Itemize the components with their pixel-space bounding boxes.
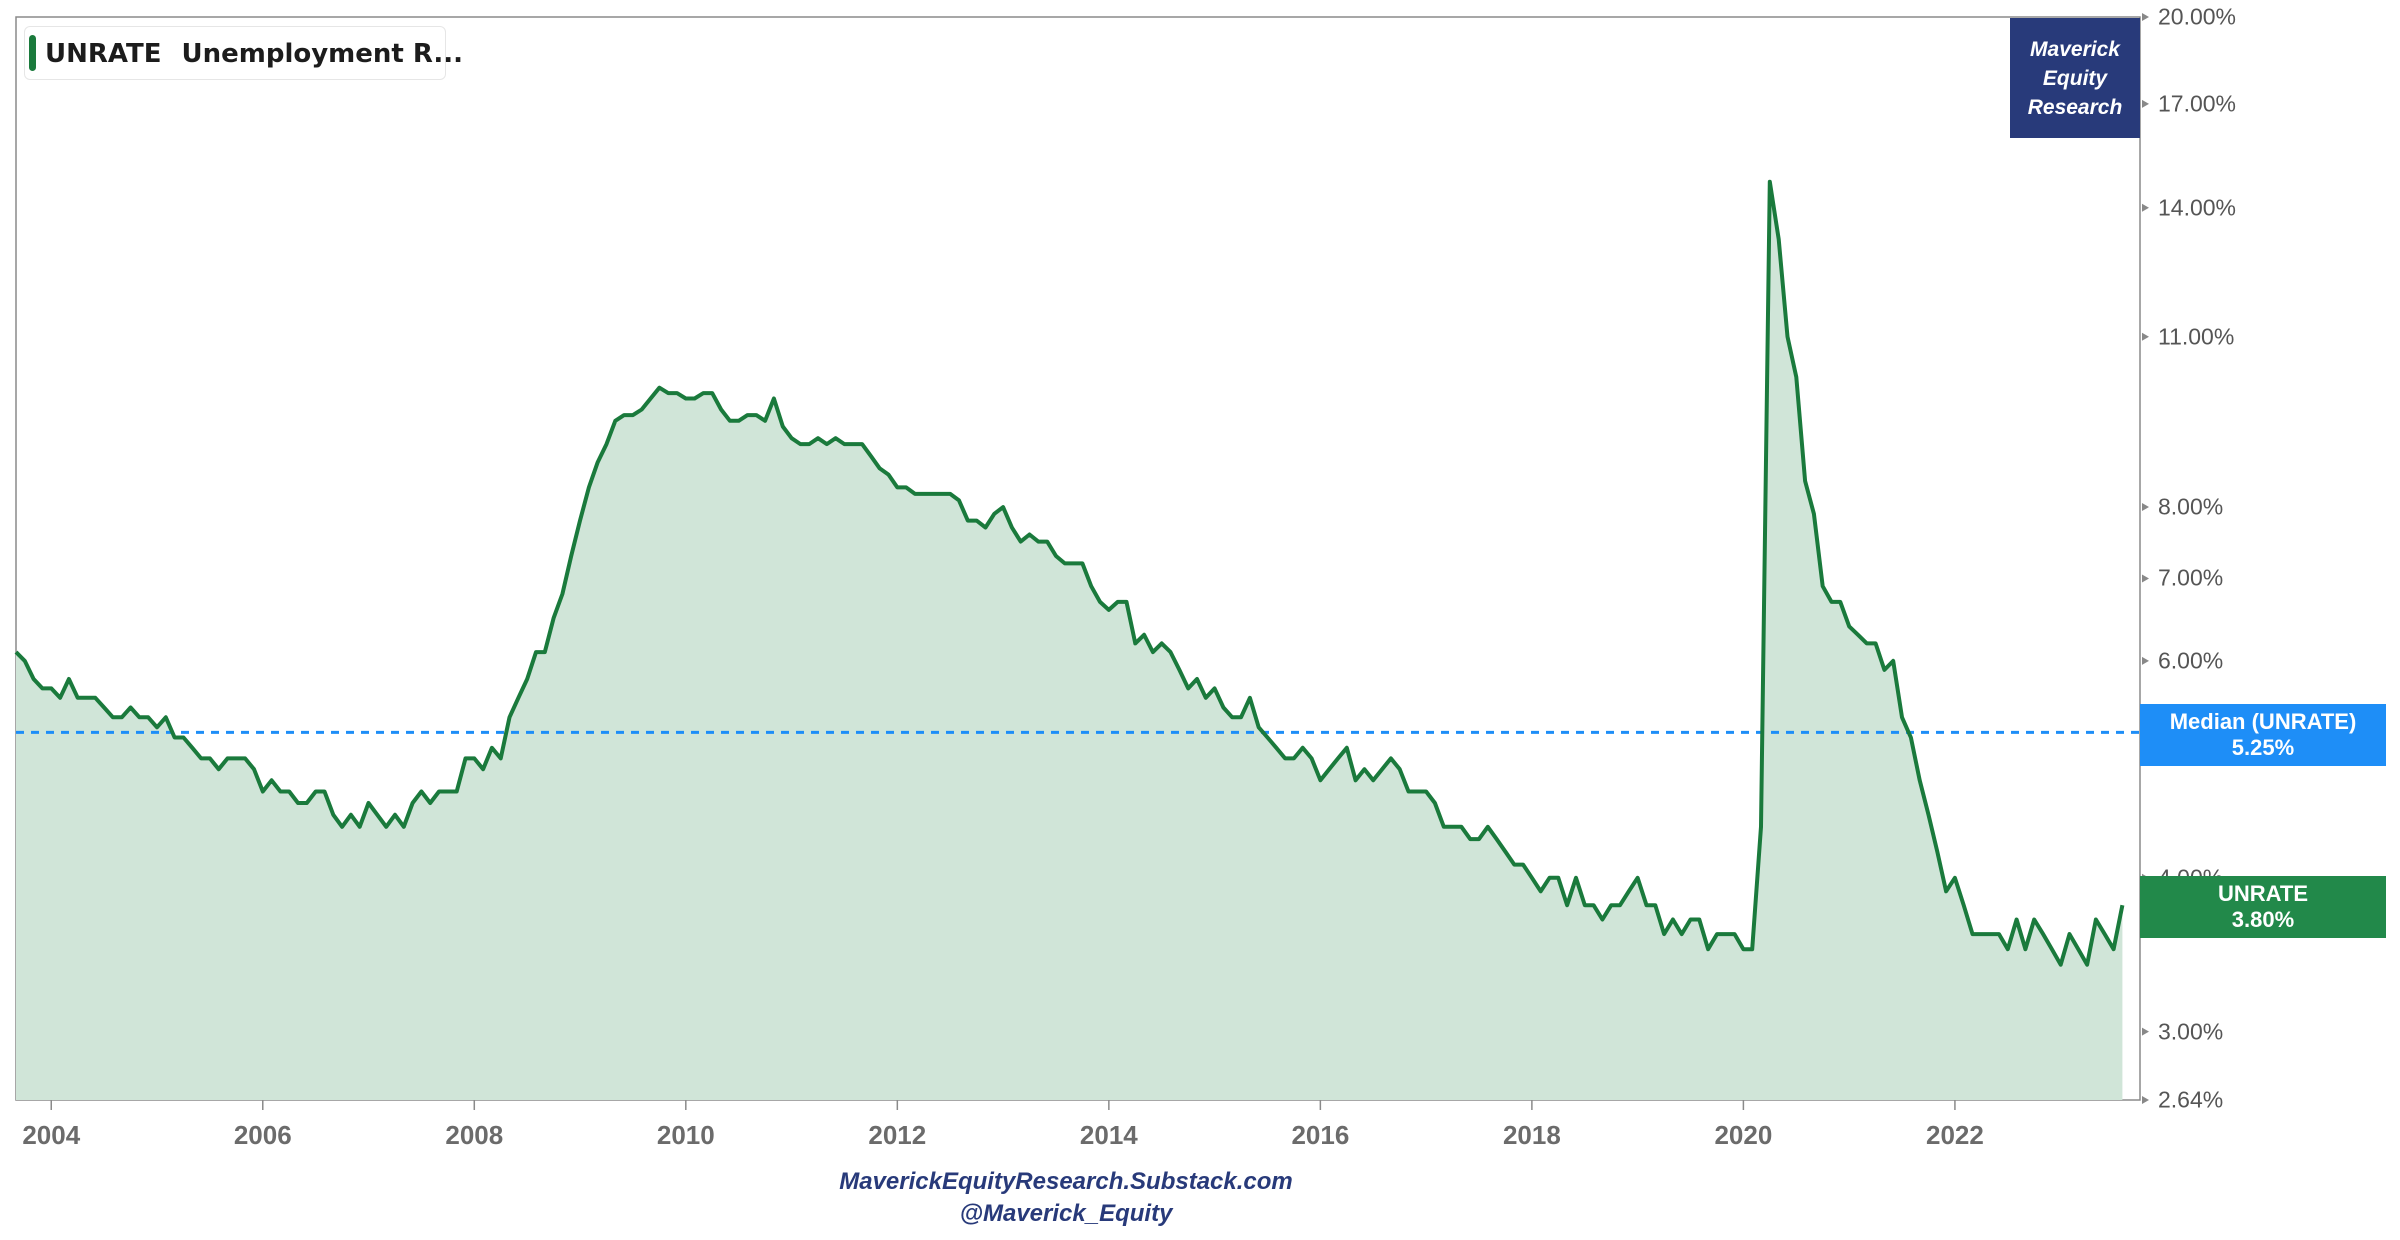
median-badge-value: 5.25% <box>2231 735 2295 760</box>
y-tick-label: 3.00% <box>2158 1018 2224 1045</box>
x-tick-label: 2006 <box>233 1120 292 1150</box>
x-tick-label: 2012 <box>868 1120 927 1150</box>
y-tick-label: 6.00% <box>2158 647 2224 674</box>
x-tick-label: 2004 <box>22 1120 81 1150</box>
x-tick-label: 2022 <box>1925 1120 1984 1150</box>
y-tick-label: 2.64% <box>2158 1086 2224 1113</box>
y-tick-label: 17.00% <box>2158 90 2237 117</box>
legend-swatch <box>29 35 36 71</box>
y-tick-label: 11.00% <box>2158 323 2235 350</box>
x-tick-label: 2014 <box>1079 1120 1138 1150</box>
x-tick-label: 2016 <box>1291 1120 1350 1150</box>
brand-logo: Maverick Equity Research <box>2010 18 2140 138</box>
series-area-unrate <box>16 181 2123 1100</box>
legend-series-code: UNRATE <box>45 39 162 69</box>
y-tick-label: 14.00% <box>2158 194 2237 221</box>
y-tick-mark <box>2142 1096 2149 1104</box>
y-tick-mark <box>2142 574 2149 583</box>
y-tick-label: 7.00% <box>2158 564 2224 591</box>
y-tick-mark <box>2142 332 2149 341</box>
y-tick-label: 20.00% <box>2158 3 2237 30</box>
x-tick-label: 2020 <box>1714 1120 1773 1150</box>
y-tick-label: 8.00% <box>2158 493 2224 520</box>
y-tick-mark <box>2142 503 2149 512</box>
median-badge-title: Median (UNRATE) <box>2169 709 2357 734</box>
brand-line-1: Maverick <box>2030 37 2120 61</box>
y-tick-mark <box>2142 203 2149 212</box>
x-tick-label: 2008 <box>445 1120 504 1150</box>
x-tick-label: 2010 <box>656 1120 715 1150</box>
legend[interactable]: UNRATE Unemployment R... <box>24 26 463 80</box>
footer-website[interactable]: MaverickEquityResearch.Substack.com <box>839 1168 1293 1195</box>
y-tick-mark <box>2142 99 2149 108</box>
y-tick-mark <box>2142 656 2149 665</box>
series-line-unrate <box>14 179 2125 967</box>
legend-series-name: Unemployment R... <box>181 39 464 69</box>
x-tick-label: 2018 <box>1502 1120 1561 1150</box>
legend-label: UNRATE Unemployment R... <box>45 39 463 69</box>
last-value-title: UNRATE <box>2217 881 2309 906</box>
y-tick-mark <box>2142 1027 2149 1036</box>
plot-area <box>14 13 2149 1110</box>
footer-handle[interactable]: @Maverick_Equity <box>959 1200 1173 1227</box>
brand-line-3: Research <box>2027 95 2123 119</box>
brand-line-2: Equity <box>2042 66 2108 90</box>
y-tick-mark <box>2142 13 2149 21</box>
last-value-badge: UNRATE 3.80% <box>2140 876 2386 938</box>
median-badge: Median (UNRATE) 5.25% <box>2140 704 2386 766</box>
last-value-number: 3.80% <box>2231 907 2295 932</box>
